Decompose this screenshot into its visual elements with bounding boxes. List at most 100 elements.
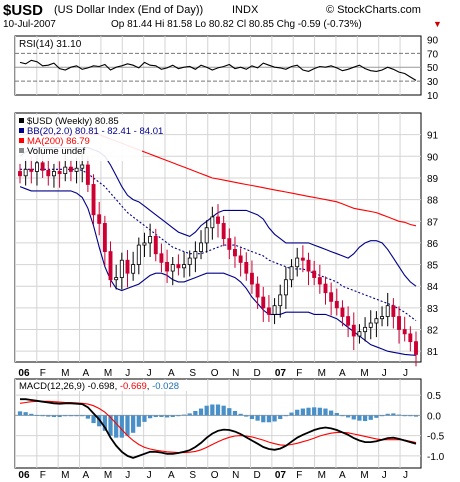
candle-body <box>238 255 243 263</box>
macd-histogram-bar <box>114 415 119 438</box>
macd-histogram-bar <box>329 410 334 416</box>
x-tick-label: M <box>318 470 326 481</box>
macd-histogram-bar <box>210 404 215 416</box>
macd-histogram-bar <box>198 408 204 416</box>
x-tick-label: 06 <box>18 470 30 481</box>
macd-histogram-bar <box>306 407 311 416</box>
candle-body <box>193 251 198 259</box>
candle-body <box>317 277 322 285</box>
candle-body <box>368 322 373 328</box>
x-tick-label: O <box>211 470 219 481</box>
macd-signal-line <box>19 400 417 454</box>
macd-histogram-bar <box>147 415 153 419</box>
price-y-tick-label: 82 <box>427 326 439 337</box>
macd-histogram-bar <box>91 415 96 424</box>
macd-legend-part: -0.028 <box>152 381 179 392</box>
candle-body <box>46 169 51 177</box>
rsi-y-tick-label: 10 <box>427 91 439 102</box>
price-y-tick-label: 84 <box>427 282 439 293</box>
candle-body <box>165 261 170 272</box>
macd-histogram-bar <box>312 407 317 416</box>
legend-entry: BB(20,2.0) 80.81 - 82.41 - 84.01 <box>27 126 163 137</box>
candle-body <box>153 236 158 255</box>
macd-histogram-bar <box>108 415 113 436</box>
candle-body <box>272 305 277 315</box>
rsi-y-tick-label: 50 <box>427 63 439 74</box>
price-legend-bg <box>16 115 142 161</box>
x-tick-label: J <box>125 470 130 481</box>
x-tick-label: J <box>403 470 408 481</box>
macd-histogram-bar <box>278 415 283 420</box>
macd-histogram-bar <box>29 413 34 416</box>
candle-body <box>244 261 249 274</box>
macd-histogram-bar <box>300 408 305 416</box>
macd-histogram-bar <box>244 415 249 417</box>
down-arrow-icon: ▼ <box>433 19 442 29</box>
candle-body <box>29 168 34 172</box>
candle-body <box>125 259 130 274</box>
candle-body <box>102 223 107 252</box>
macd-histogram-bar <box>221 405 226 416</box>
macd-histogram-bar <box>136 415 141 427</box>
price-y-tick-label: 81 <box>427 347 439 358</box>
candle-body <box>340 307 345 317</box>
price-y-tick-label: 86 <box>427 239 439 250</box>
rsi-y-tick-label: 90 <box>427 35 439 46</box>
candle-body <box>249 272 254 285</box>
macd-histogram-bar <box>334 412 339 416</box>
candle-body <box>363 326 368 333</box>
candle-body <box>35 162 39 172</box>
x-tick-label: J <box>382 470 387 481</box>
candle-body <box>312 270 317 278</box>
macd-legend-label: MACD(12,26,9) -0.698, -0.669, -0.028 <box>19 381 179 392</box>
candle-body <box>68 166 73 172</box>
overlay-bb-middle <box>20 168 417 322</box>
legend-swatch <box>19 138 24 143</box>
macd-histogram-bar <box>176 415 181 417</box>
candle-body <box>187 257 192 265</box>
candle-body <box>210 216 215 229</box>
macd-histogram-bar <box>379 415 385 417</box>
rsi-legend-label: RSI(14) 31.10 <box>19 39 82 50</box>
candle-body <box>176 264 181 269</box>
x-tick-label: M <box>61 470 69 481</box>
price-y-tick-label: 90 <box>427 152 439 163</box>
candle-body <box>300 257 305 261</box>
exchange-label: INDX <box>232 4 259 16</box>
x-tick-label: S <box>189 470 196 481</box>
overlay-bb-lower <box>19 186 417 356</box>
macd-histogram-bar <box>80 415 85 417</box>
macd-histogram-bar <box>125 415 130 436</box>
macd-histogram-bar <box>187 413 192 416</box>
x-tick-label: S <box>189 368 196 379</box>
macd-histogram-bar <box>23 412 28 416</box>
legend-entry: $USD (Weekly) 80.85 <box>27 116 119 127</box>
macd-histogram-bar <box>385 413 390 416</box>
candle-body <box>216 216 220 224</box>
macd-histogram-bar <box>170 415 175 418</box>
candle-body <box>266 307 271 315</box>
candle-body <box>51 171 56 177</box>
quote-date: 10-Jul-2007 <box>3 19 56 30</box>
macd-histogram-bar <box>345 415 351 418</box>
macd-histogram-bar <box>57 415 62 418</box>
macd-histogram-bar <box>362 415 368 422</box>
x-tick-label: J <box>403 368 408 379</box>
macd-histogram-bar <box>215 404 221 416</box>
candle-body <box>397 316 401 330</box>
ticker-symbol[interactable]: $USD <box>3 2 44 19</box>
x-tick-label: F <box>40 368 46 379</box>
x-tick-label: M <box>318 368 326 379</box>
candle-body <box>408 333 413 343</box>
x-tick-label: M <box>360 368 368 379</box>
legend-swatch <box>19 148 24 153</box>
quote-summary: Op 81.44 Hi 81.58 Lo 80.82 Cl 80.85 Chg … <box>111 19 362 30</box>
rsi-y-tick-label: 70 <box>427 49 439 60</box>
candle-body <box>85 164 90 185</box>
macd-histogram-bar <box>289 412 294 416</box>
macd-histogram-bar <box>193 410 198 416</box>
macd-y-tick-label: 0.0 <box>427 411 441 422</box>
copyright-notice[interactable]: © StockCharts.com <box>326 4 421 16</box>
candle-body <box>63 166 68 175</box>
